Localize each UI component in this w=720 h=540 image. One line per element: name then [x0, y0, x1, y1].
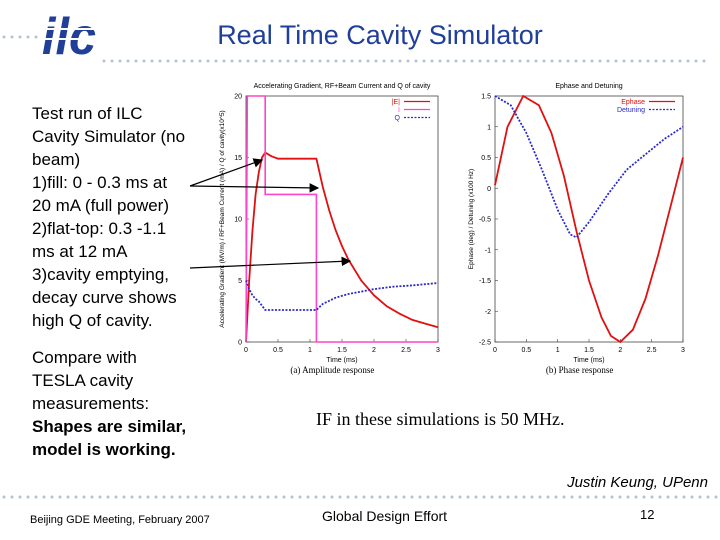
header-divider-right	[100, 58, 710, 64]
chart-2-legend-label: Ephase	[621, 99, 645, 106]
chart-1-x-tick-label: 1.5	[337, 347, 347, 354]
chart-1-y-tick-label: 0	[238, 340, 242, 347]
compare-line: TESLA cavity	[32, 371, 134, 390]
chart-1-y-tick-label: 10	[234, 217, 242, 224]
chart-2-y-tick-label: 0	[487, 186, 491, 193]
chart-1-x-tick-label: 2.5	[401, 347, 411, 354]
slide-title: Real Time Cavity Simulator	[217, 20, 543, 50]
chart-2-y-tick-label: -0.5	[479, 217, 491, 224]
chart-2-series-detuning-line	[494, 95, 684, 239]
chart-1-x-axis-label: Time (ms)	[326, 357, 357, 364]
chart-1-x-tick-label: 0	[244, 347, 248, 354]
conclusion-line: Shapes are similar,	[32, 417, 187, 436]
chart-1-legend-label: |E|	[392, 99, 400, 106]
chart-1-legend-label: Q	[395, 115, 401, 122]
chart-2-x-tick-label: 0.5	[521, 347, 531, 354]
body-line: 3)cavity emptying,	[32, 265, 169, 284]
body-line: beam)	[32, 150, 81, 169]
header-divider	[0, 34, 42, 40]
chart-2-y-tick-label: 0.5	[481, 155, 491, 162]
chart-1-series-i-line	[245, 95, 438, 343]
author-credit: Justin Keung, UPenn	[567, 474, 708, 491]
chart-2-y-tick-label: -2.5	[479, 340, 491, 347]
body-line: 20 mA (full power)	[32, 196, 169, 215]
chart-1-y-tick-label: 15	[234, 155, 242, 162]
description-block: Test run of ILC Cavity Simulator (no bea…	[32, 102, 222, 461]
chart-2-x-tick-label: 2	[618, 347, 622, 354]
compare-line: Compare with	[32, 348, 137, 367]
logo-text: ilc	[42, 8, 96, 64]
chart-1-series-e-line	[245, 151, 439, 343]
compare-line: measurements:	[32, 394, 150, 413]
chart-1-y-tick-label: 5	[238, 278, 242, 285]
chart-2-y-tick-label: -1.5	[479, 278, 491, 285]
chart-1-series-q-line	[245, 280, 439, 311]
body-line: Cavity Simulator (no	[32, 127, 186, 146]
footer-meeting: Beijing GDE Meeting, February 2007	[30, 514, 210, 526]
body-line: 2)flat-top: 0.3 -1.1	[32, 219, 167, 238]
chart-2-x-tick-label: 0	[493, 347, 497, 354]
chart-1-title: Accelerating Gradient, RF+Beam Current a…	[254, 83, 431, 90]
chart-2-legend-label: Detuning	[617, 107, 645, 114]
body-line: 1)fill: 0 - 0.3 ms at	[32, 173, 168, 192]
footer-divider	[0, 494, 720, 500]
chart-2-x-tick-label: 2.5	[647, 347, 657, 354]
body-line: Test run of ILC	[32, 104, 143, 123]
chart-1-y-tick-label: 20	[234, 94, 242, 101]
chart-2-y-tick-label: 1	[487, 124, 491, 131]
chart-2-x-tick-label: 1	[556, 347, 560, 354]
charts-figure: Accelerating Gradient, RF+Beam Current a…	[219, 83, 685, 375]
chart-1-legend-label: I	[398, 107, 400, 114]
chart-2-y-tick-label: -1	[485, 247, 491, 254]
ilc-logo: ilc	[40, 8, 98, 64]
chart-1-x-tick-label: 3	[436, 347, 440, 354]
footer-organization: Global Design Effort	[322, 508, 448, 524]
chart-2-y-tick-label: -2	[485, 309, 491, 316]
if-note: IF in these simulations is 50 MHz.	[316, 409, 565, 429]
chart-1-caption: (a) Amplitude response	[290, 365, 374, 375]
chart-2-y-tick-label: 1.5	[481, 94, 491, 101]
chart-2-x-tick-label: 3	[681, 347, 685, 354]
body-line: high Q of cavity.	[32, 311, 153, 330]
chart-2-x-axis-label: Time (ms)	[573, 357, 604, 364]
chart-2-x-tick-label: 1.5	[584, 347, 594, 354]
conclusion-line: model is working.	[32, 440, 176, 459]
body-line: ms at 12 mA	[32, 242, 128, 261]
arrow-flattop	[189, 183, 320, 193]
chart-2-y-axis-label: Ephase (deg) / Detuning (x100 Hz)	[468, 169, 475, 269]
body-line: decay curve shows	[32, 288, 177, 307]
chart-1-x-tick-label: 1	[308, 347, 312, 354]
chart-1-x-tick-label: 0.5	[273, 347, 283, 354]
arrow-fill	[189, 158, 264, 187]
page-number: 12	[640, 507, 655, 522]
arrow-decay	[189, 256, 352, 269]
chart-2-series-ephase-line	[494, 94, 684, 344]
chart-2-title: Ephase and Detuning	[555, 83, 622, 90]
chart-2-caption: (b) Phase response	[546, 365, 613, 375]
chart-1-x-tick-label: 2	[372, 347, 376, 354]
chart-1-y-axis-label: Accelerating Gradient (MV/m) / RF+Beam C…	[219, 110, 226, 327]
